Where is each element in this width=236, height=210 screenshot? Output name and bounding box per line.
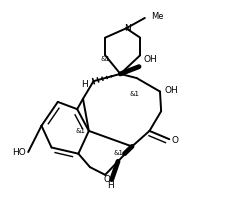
Text: O: O — [103, 175, 110, 184]
Text: N: N — [124, 24, 131, 33]
Text: &1: &1 — [129, 91, 139, 97]
Text: H: H — [81, 80, 88, 89]
Text: OH: OH — [143, 55, 157, 64]
Text: OH: OH — [165, 86, 178, 95]
Text: H: H — [107, 181, 114, 190]
Text: &1: &1 — [101, 56, 111, 62]
Text: HO: HO — [13, 148, 26, 157]
Text: Me: Me — [151, 12, 163, 21]
Text: &1: &1 — [114, 150, 123, 156]
Text: O: O — [172, 136, 179, 145]
Text: &1: &1 — [75, 128, 85, 134]
